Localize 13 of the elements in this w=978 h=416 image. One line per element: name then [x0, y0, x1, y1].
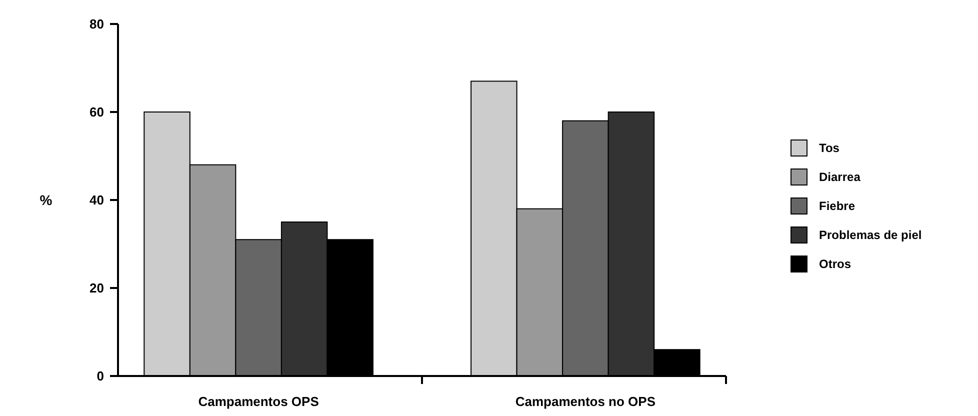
- legend-label: Otros: [819, 257, 852, 272]
- x-tick-label: Campamentos no OPS: [515, 394, 656, 409]
- legend-label: Tos: [819, 141, 840, 156]
- y-axis-title: %: [40, 192, 53, 208]
- legend-label: Diarrea: [819, 170, 861, 184]
- y-tick-label: 20: [90, 280, 104, 296]
- legend-label: Fiebre: [819, 199, 856, 214]
- legend-label: Problemas de piel: [819, 228, 922, 242]
- y-tick-label: 0: [96, 368, 104, 384]
- y-tick-label: 40: [90, 192, 104, 208]
- y-tick-label: 60: [90, 104, 104, 120]
- x-tick-label: Campamentos OPS: [198, 394, 320, 409]
- y-tick-label: 80: [90, 16, 104, 32]
